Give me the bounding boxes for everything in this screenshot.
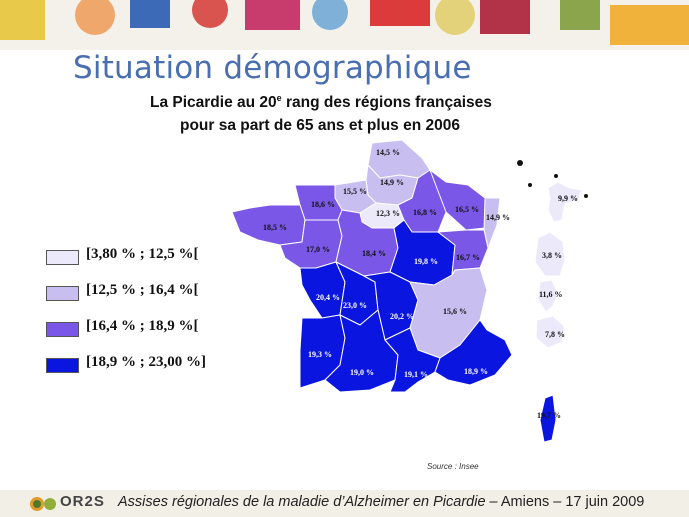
region-value-label: 19,7 % — [537, 411, 561, 420]
region-value-label: 18,6 % — [311, 200, 335, 209]
ors-logo-text: OR2S — [60, 493, 105, 510]
region-guadeloupe — [547, 181, 583, 223]
region-value-label: 3,8 % — [542, 251, 562, 260]
region-corse — [539, 394, 557, 443]
source-note: Source : Insee — [427, 462, 479, 471]
island-marker — [528, 183, 532, 187]
region-value-label: 15,6 % — [443, 307, 467, 316]
region-value-label: 20,4 % — [316, 293, 340, 302]
region-paca — [434, 319, 513, 386]
legend-swatch — [46, 286, 79, 301]
region-la-reunion — [535, 315, 565, 349]
subtitle-line-1: La Picardie au 20e rang des régions fran… — [150, 93, 492, 112]
region-value-label: 17,0 % — [306, 245, 330, 254]
region-value-label: 16,8 % — [413, 208, 437, 217]
footer-caption: Assises régionales de la maladie d’Alzhe… — [118, 494, 644, 510]
region-guyane — [534, 231, 566, 277]
footer-place-date: – Amiens – 17 juin 2009 — [485, 494, 645, 510]
subtitle-line-1-a: La Picardie au 20 — [150, 94, 277, 112]
legend-swatch — [46, 322, 79, 337]
region-value-label: 11,6 % — [539, 290, 563, 299]
region-alsace — [483, 197, 501, 249]
region-poitou-charentes — [299, 261, 346, 319]
ors-logo-icon — [30, 497, 56, 511]
region-value-label: 19,8 % — [414, 257, 438, 266]
region-value-label: 9,9 % — [558, 194, 578, 203]
region-value-label: 7,8 % — [545, 330, 565, 339]
legend-swatch — [46, 358, 79, 373]
region-languedoc-roussillon — [384, 327, 441, 393]
region-value-label: 19,1 % — [404, 370, 428, 379]
decorative-header-banner — [0, 0, 689, 50]
footer-background — [0, 490, 689, 517]
region-value-label: 20,2 % — [390, 312, 414, 321]
legend-label: [3,80 % ; 12,5 %[ — [86, 246, 199, 262]
region-value-label: 18,5 % — [263, 223, 287, 232]
region-value-label: 14,9 % — [486, 213, 510, 222]
island-marker — [554, 174, 558, 178]
region-value-label: 14,5 % — [376, 148, 400, 157]
region-value-label: 12,3 % — [376, 209, 400, 218]
region-midi-pyrenees — [324, 309, 399, 393]
slide-title: Situation démographique — [73, 50, 472, 86]
region-value-label: 23,0 % — [343, 301, 367, 310]
region-value-label: 15,5 % — [343, 187, 367, 196]
legend-label: [16,4 % ; 18,9 %[ — [86, 318, 199, 334]
region-value-label: 16,7 % — [456, 253, 480, 262]
region-martinique — [537, 279, 559, 313]
region-value-label: 19,3 % — [308, 350, 332, 359]
region-value-label: 16,5 % — [455, 205, 479, 214]
region-value-label: 18,4 % — [362, 249, 386, 258]
region-value-label: 19,0 % — [350, 368, 374, 377]
legend-swatch — [46, 250, 79, 265]
island-marker — [584, 194, 588, 198]
footer-event-title: Assises régionales de la maladie d’Alzhe… — [118, 494, 486, 510]
subtitle-line-2: pour sa part de 65 ans et plus en 2006 — [180, 117, 460, 134]
subtitle-line-1-b: rang des régions françaises — [281, 94, 492, 112]
legend-label: [12,5 % ; 16,4 %[ — [86, 282, 199, 298]
region-value-label: 14,9 % — [380, 178, 404, 187]
region-value-label: 18,9 % — [464, 367, 488, 376]
subtitle-superscript: e — [276, 93, 282, 103]
legend-label: [18,9 % ; 23,00 %] — [86, 354, 206, 370]
island-marker — [517, 160, 523, 166]
region-nord-pas-de-calais — [367, 139, 431, 179]
